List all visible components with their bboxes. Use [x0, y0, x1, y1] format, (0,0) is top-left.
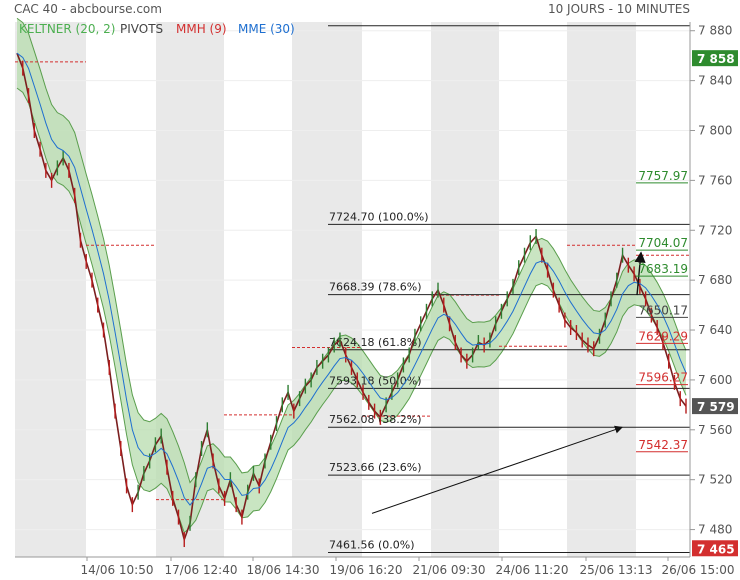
- y-tick-label: 7 480: [698, 523, 732, 537]
- keltner-upper: [16, 17, 687, 484]
- right-level-label: 7542.37: [638, 438, 688, 452]
- y-tick-label: 7 600: [698, 373, 732, 387]
- fib-label: 7668.39 (78.6%): [329, 281, 422, 294]
- right-labels: 7757.97 7704.07 7683.19 7650.17 7629.29 7596.…: [636, 169, 688, 453]
- legend-keltner[interactable]: KELTNER (20, 2): [19, 22, 115, 36]
- x-tick-label: 24/06 11:20: [496, 563, 569, 577]
- right-level-label: 7683.19: [638, 262, 688, 276]
- x-tick-label: 17/06 12:40: [165, 563, 238, 577]
- fib-label: 7461.56 (0.0%): [329, 539, 415, 552]
- legend-pivots[interactable]: PIVOTS: [120, 22, 163, 36]
- y-tick-label: 7 800: [698, 123, 732, 137]
- y-axis: 7 480 7 520 7 560 7 600 7 640 7 680 7 720 7 760…: [689, 22, 732, 557]
- y-tick-label: 7 720: [698, 223, 732, 237]
- fib-label: 7562.08 (38.2%): [329, 413, 422, 426]
- session-shading: [15, 22, 636, 557]
- y-tick-label: 7 760: [698, 173, 732, 187]
- right-level-label: 7629.29: [638, 329, 688, 343]
- fib-label: 7523.66 (23.6%): [329, 461, 422, 474]
- price-box-label: 7 579: [697, 400, 735, 414]
- x-tick-label: 19/06 16:20: [330, 563, 403, 577]
- right-level-label: 7596.27: [638, 371, 688, 385]
- right-level-label: 7757.97: [638, 169, 688, 183]
- keltner-fill: [17, 18, 686, 533]
- legend-mme[interactable]: MME (30): [238, 22, 295, 36]
- header-period: 10 JOURS - 10 MINUTES: [548, 2, 690, 16]
- x-tick-label: 26/06 15:00: [662, 563, 735, 577]
- price-box-label: 7 465: [697, 542, 735, 556]
- y-tick-label: 7 640: [698, 323, 732, 337]
- session-shade: [431, 22, 499, 557]
- annotations: [371, 251, 646, 514]
- price-series: [16, 52, 687, 548]
- trend-arrow: [371, 425, 623, 514]
- mme-line: [16, 52, 687, 506]
- y-tick-label: 7 520: [698, 473, 732, 487]
- right-level-label: 7650.17: [638, 303, 688, 317]
- header-title: CAC 40 - abcbourse.com: [14, 2, 162, 16]
- price-box-dark: [692, 398, 738, 415]
- fib-label: 7724.70 (100.0%): [329, 210, 429, 223]
- legend-mmh[interactable]: MMH (9): [176, 22, 227, 36]
- x-tick-label: 18/06 14:30: [247, 563, 320, 577]
- y-tick-label: 7 880: [698, 24, 732, 38]
- price-box-label: 7 858: [697, 52, 735, 66]
- session-shade: [292, 22, 362, 557]
- x-axis: 14/06 10:50 17/06 12:40 18/06 14:30 19/06 1…: [15, 556, 735, 577]
- right-level-label: 7704.07: [638, 236, 688, 250]
- fib-label: 7624.18 (61.8%): [329, 336, 422, 349]
- x-tick-label: 14/06 10:50: [81, 563, 154, 577]
- x-tick-label: 25/06 13:13: [580, 563, 653, 577]
- y-tick-label: 7 560: [698, 423, 732, 437]
- legend: KELTNER (20, 2) PIVOTS MMH (9) MME (30): [19, 22, 295, 36]
- price-box-red: [692, 540, 738, 557]
- price-box-green: [692, 50, 738, 67]
- breakout-arrow: [634, 251, 646, 296]
- x-tick-label: 21/06 09:30: [413, 563, 486, 577]
- y-tick-label: 7 680: [698, 273, 732, 287]
- y-tick-label: 7 840: [698, 74, 732, 88]
- price-boxes: 7 858 7 579 7 465: [692, 50, 738, 557]
- fib-label: 7593.18 (50.0%): [329, 374, 422, 387]
